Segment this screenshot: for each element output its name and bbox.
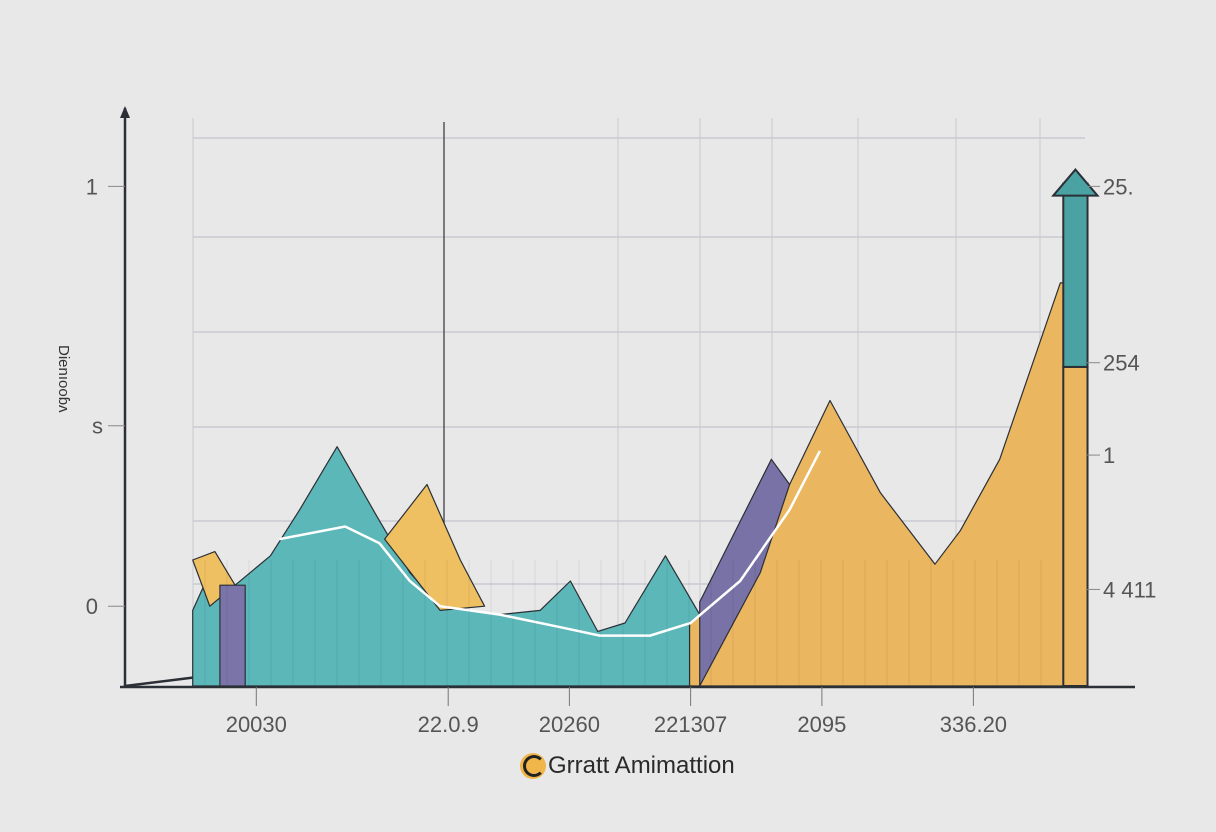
y-axis-label: Dienıooɓʌ — [55, 345, 72, 413]
area-series-4 — [688, 282, 1064, 687]
left-tick-label: s — [92, 414, 103, 439]
x-tick-label: 20260 — [539, 712, 600, 737]
x-tick-label: 22.0.9 — [418, 712, 479, 737]
right-tick-label: 254 — [1103, 351, 1140, 376]
x-tick-label: 221307 — [654, 712, 727, 737]
arrow-bar-lower — [1062, 365, 1089, 687]
right-tick-label: 1 — [1103, 443, 1115, 468]
right-tick-label: 25. — [1103, 174, 1134, 199]
x-tick-label: 20030 — [226, 712, 287, 737]
chart-title: Grratt Amimattion — [548, 752, 735, 779]
arrow-head-icon — [1051, 168, 1100, 197]
left-tick-label: 1 — [86, 174, 98, 199]
y-axis-arrow-icon — [120, 106, 130, 118]
chart-title-wrap: Grratt Amimattion — [520, 752, 735, 780]
right-tick-label: 4 411 — [1103, 577, 1156, 602]
line-series-7 — [279, 450, 822, 637]
x-tick-label: 336.20 — [940, 712, 1007, 737]
area-series-3 — [219, 584, 246, 687]
left-tick-label: 0 — [86, 594, 98, 619]
line-series-6 — [124, 676, 193, 688]
x-tick-label: 2095 — [797, 712, 846, 737]
arrow-bar-upper — [1062, 182, 1089, 368]
logo-icon — [520, 753, 546, 779]
